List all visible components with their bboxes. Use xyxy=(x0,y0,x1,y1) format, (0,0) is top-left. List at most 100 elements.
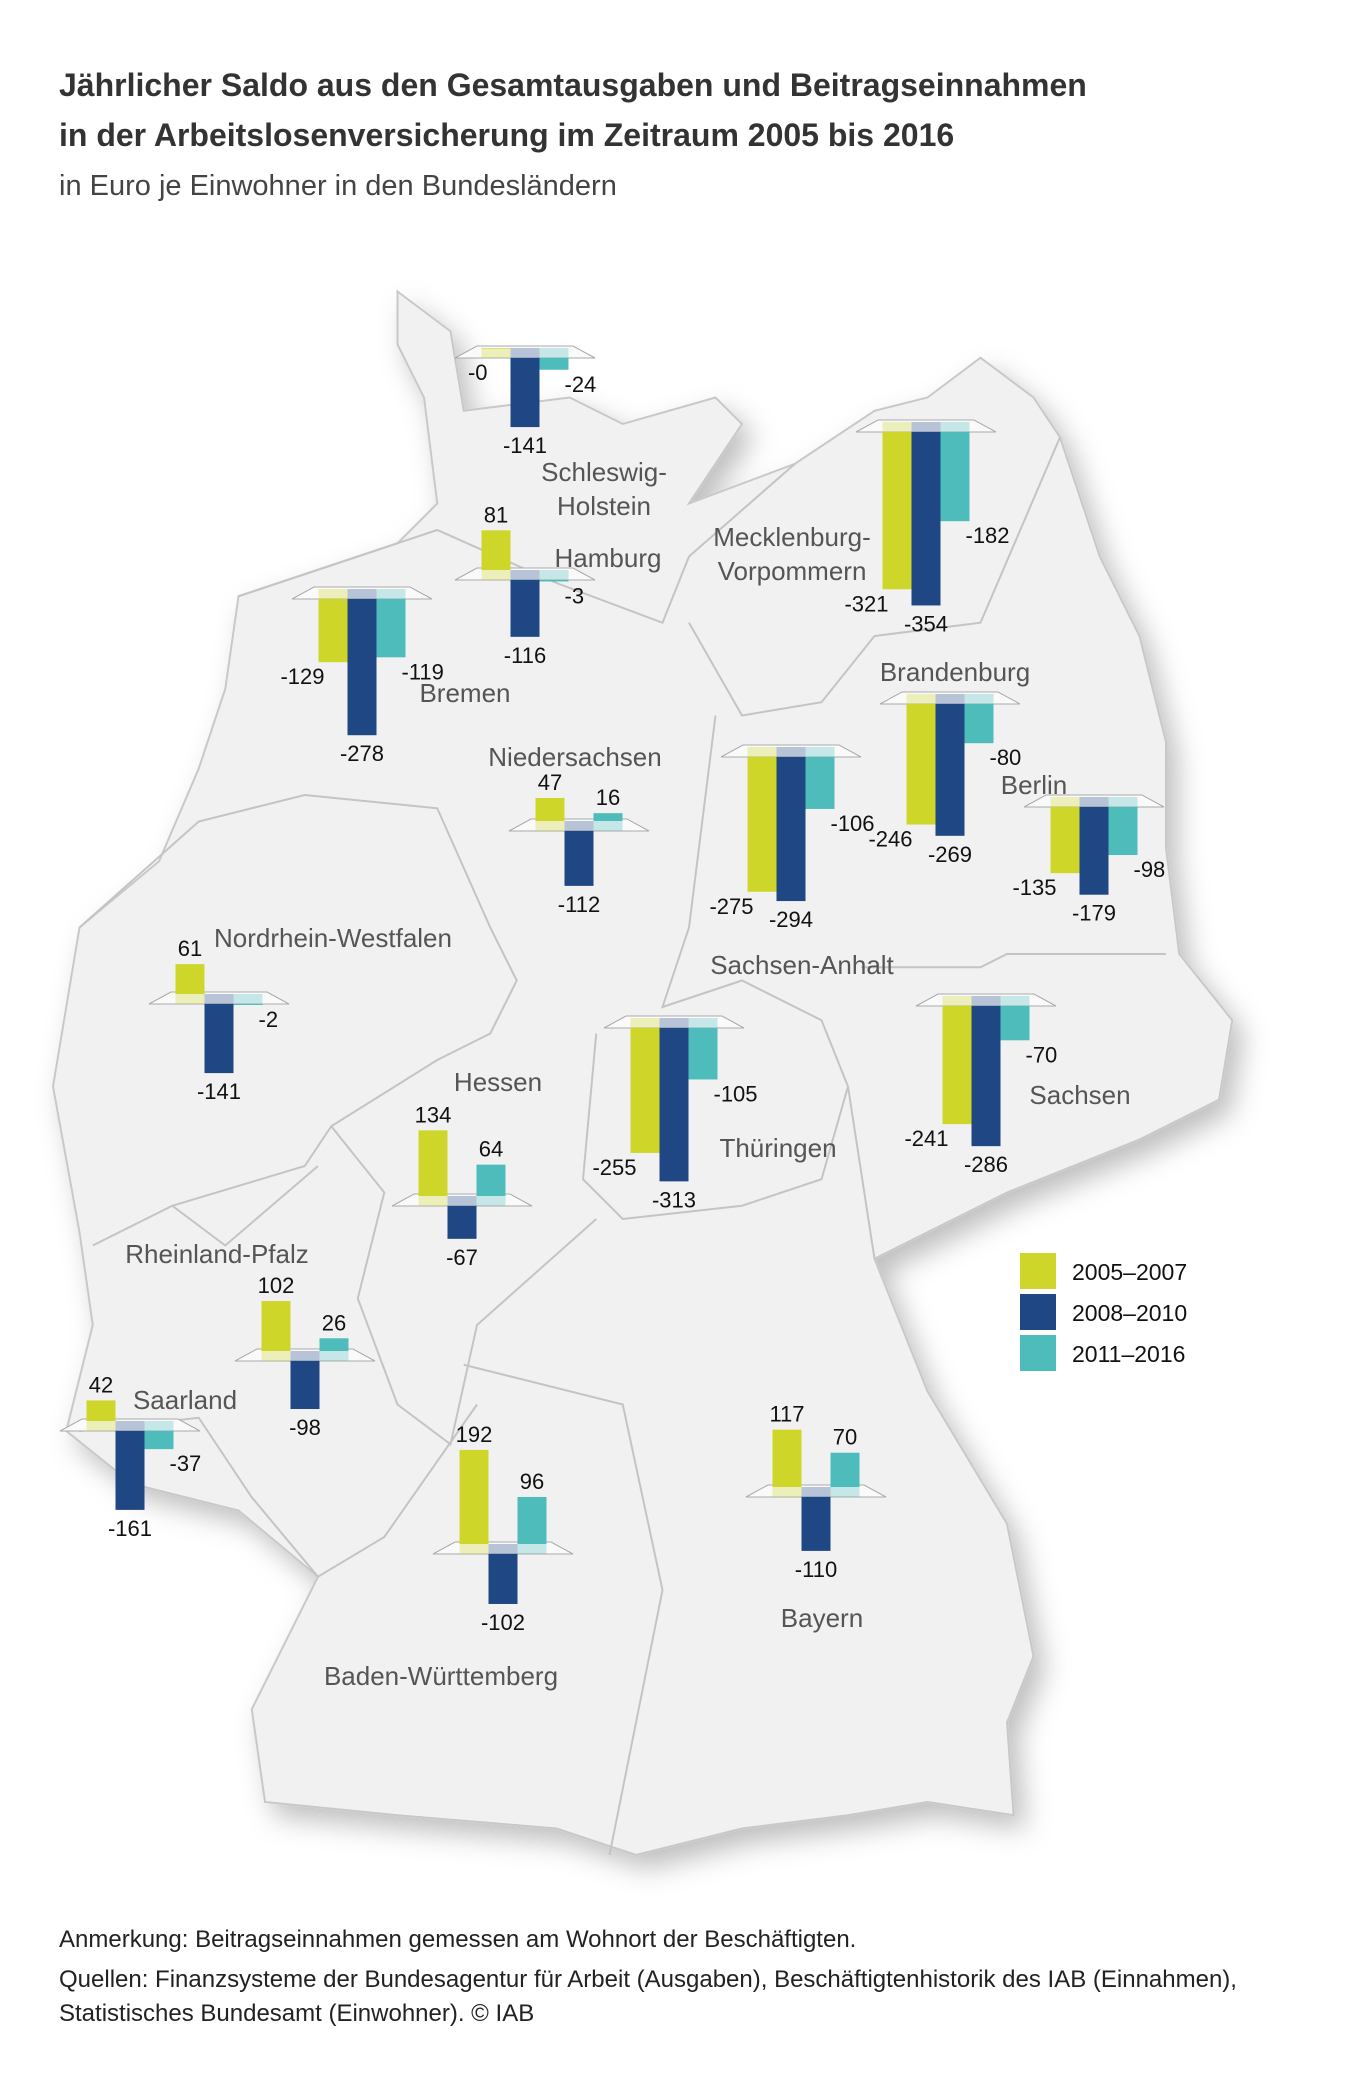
bar-0 xyxy=(86,1400,116,1421)
bar-1 xyxy=(510,580,540,637)
value-label: 16 xyxy=(596,785,620,810)
bar-2 xyxy=(593,813,623,821)
bar-2 xyxy=(539,358,569,370)
value-label: -313 xyxy=(652,1187,696,1212)
bar-base-shade xyxy=(1050,797,1080,807)
footnote: Anmerkung: Beitragseinnahmen gemessen am… xyxy=(59,1926,857,1953)
bar-base-shade xyxy=(805,747,835,757)
title-line-1: Jährlicher Saldo aus den Gesamtausgaben … xyxy=(59,67,1087,103)
bar-1 xyxy=(488,1554,518,1604)
value-label: -161 xyxy=(108,1516,152,1541)
bar-base-shade xyxy=(418,1196,448,1206)
bar-1 xyxy=(115,1431,145,1510)
chart-title: Jährlicher Saldo aus den Gesamtausgaben … xyxy=(59,60,1087,160)
bar-base-shade xyxy=(290,1351,320,1361)
bar-base-shade xyxy=(233,994,263,1004)
chart-base-platform xyxy=(432,1541,574,1555)
bar-0 xyxy=(318,599,348,663)
state-chart: 102 -98 26 xyxy=(234,1273,376,1440)
bar-base-shade xyxy=(1000,996,1030,1006)
bar-base-shade xyxy=(86,1421,116,1431)
bar-base-shade xyxy=(906,694,936,704)
bar-1 xyxy=(935,704,965,836)
bar-2 xyxy=(964,704,994,744)
value-label: -141 xyxy=(503,433,547,458)
value-label: -98 xyxy=(289,1415,321,1440)
bar-2 xyxy=(144,1431,174,1450)
value-label: -182 xyxy=(966,523,1010,548)
title-line-2: in der Arbeitslosenversicherung im Zeitr… xyxy=(59,117,955,153)
state-name: Bayern xyxy=(781,1603,863,1633)
value-label: -2 xyxy=(259,1007,279,1032)
value-label: 96 xyxy=(520,1469,544,1494)
bar-base-shade xyxy=(144,1421,174,1431)
legend-label-2008-2010: 2008–2010 xyxy=(1072,1300,1187,1326)
bar-0 xyxy=(772,1429,802,1487)
bar-base-shade xyxy=(261,1351,291,1361)
bar-2 xyxy=(1000,1006,1030,1041)
bar-base-shade xyxy=(942,996,972,1006)
bar-base-shade xyxy=(476,1196,506,1206)
value-label: -110 xyxy=(795,1557,837,1582)
bar-0 xyxy=(175,964,205,994)
chart-base-platform xyxy=(391,1193,533,1207)
chart-subtitle: in Euro je Einwohner in den Bundesländer… xyxy=(59,170,617,202)
value-label: -119 xyxy=(402,659,444,684)
bar-0 xyxy=(1050,807,1080,874)
bar-1 xyxy=(971,1006,1001,1147)
bar-0 xyxy=(882,432,912,590)
bar-2 xyxy=(688,1028,718,1080)
state-name: Brandenburg xyxy=(880,657,1030,687)
state-chart: -241 -286 -70 xyxy=(904,993,1057,1177)
state-name: Sachsen xyxy=(1029,1080,1130,1110)
state-name: Hessen xyxy=(454,1067,542,1097)
value-label: -246 xyxy=(868,827,912,852)
bar-base-shade xyxy=(488,1544,518,1554)
legend-swatch-2005-2007 xyxy=(1020,1253,1056,1289)
legend-swatch-2008-2010 xyxy=(1020,1294,1056,1330)
state-name: Nordrhein-Westfalen xyxy=(214,923,452,953)
bar-base-shade xyxy=(1079,797,1109,807)
bar-2 xyxy=(476,1164,506,1196)
chart-base-platform xyxy=(234,1348,376,1362)
value-label: 134 xyxy=(415,1102,452,1127)
value-label: -0 xyxy=(468,360,488,385)
legend-label-2011-2016: 2011–2016 xyxy=(1072,1341,1185,1367)
state-chart: 42 -161 -37 xyxy=(59,1372,202,1541)
value-label: 42 xyxy=(89,1372,113,1397)
state-name: Rheinland-Pfalz xyxy=(125,1239,309,1269)
state-chart: -129 -278 -119 xyxy=(280,586,444,766)
value-label: -294 xyxy=(769,907,813,932)
state-charts: -0 -141 -24 81 -116 -3 -129 -278 -119 47 -112 16 -32… xyxy=(59,345,1165,1635)
value-label: -278 xyxy=(340,741,384,766)
bar-base-shade xyxy=(447,1196,477,1206)
state-name: Baden-Württemberg xyxy=(324,1661,558,1691)
bar-0 xyxy=(906,704,936,825)
state-name: Bremen xyxy=(419,678,510,708)
state-chart: -255 -313 -105 xyxy=(592,1015,758,1212)
state-name: Berlin xyxy=(1001,770,1067,800)
bar-base-shade xyxy=(318,589,348,599)
bar-base-shade xyxy=(347,589,377,599)
value-label: 61 xyxy=(178,936,202,961)
value-label: 70 xyxy=(833,1425,857,1450)
value-label: -255 xyxy=(592,1155,636,1180)
state-name: Thüringen xyxy=(719,1133,836,1163)
value-label: 64 xyxy=(479,1137,503,1162)
value-label: -37 xyxy=(170,1451,202,1476)
bar-base-shade xyxy=(776,747,806,757)
state-name: Saarland xyxy=(133,1385,237,1415)
bar-1 xyxy=(1079,807,1109,895)
state-chart: 61 -141 -2 xyxy=(148,936,290,1104)
bar-base-shade xyxy=(539,570,569,580)
state-borders xyxy=(78,436,1167,1856)
bar-1 xyxy=(347,599,377,736)
legend-swatch-2011-2016 xyxy=(1020,1335,1056,1371)
bar-base-shade xyxy=(481,570,511,580)
bar-0 xyxy=(459,1449,489,1544)
bar-base-shade xyxy=(319,1351,349,1361)
bar-1 xyxy=(659,1028,689,1182)
bar-1 xyxy=(204,1004,234,1074)
state-chart: 47 -112 16 xyxy=(508,770,650,917)
value-label: -141 xyxy=(197,1079,241,1104)
